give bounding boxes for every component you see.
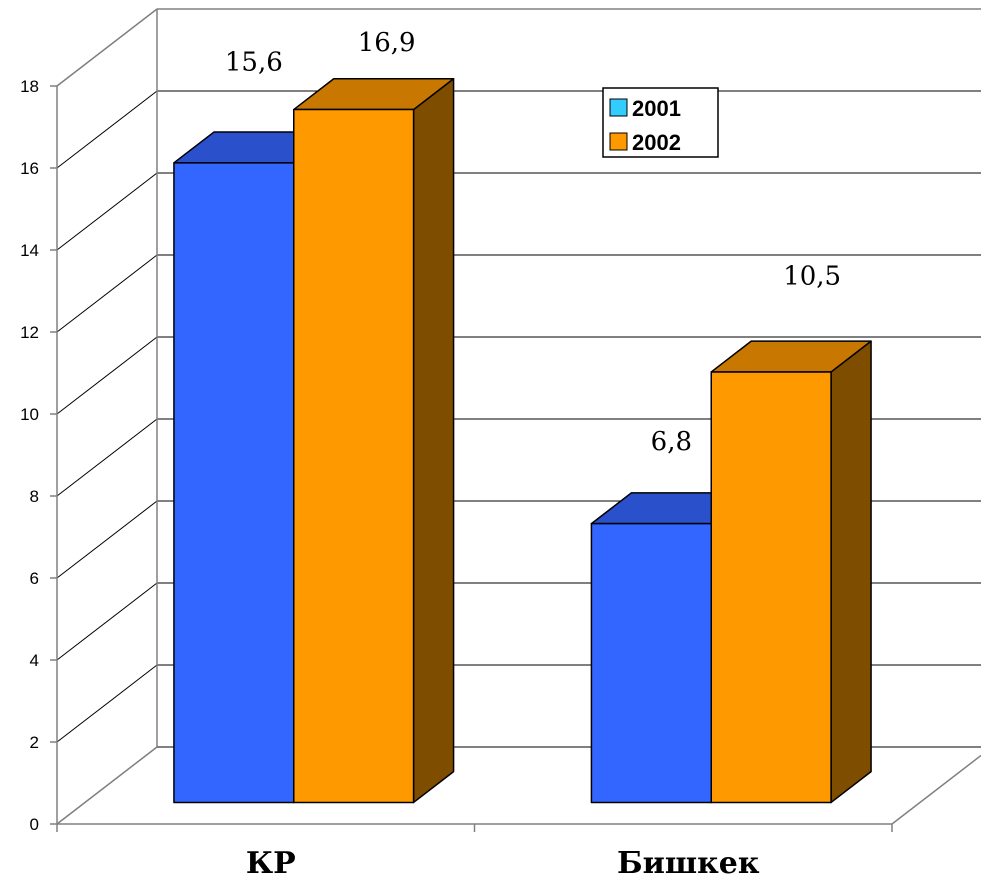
data-label: 16,9 [358, 28, 416, 58]
y-tick-label: 12 [20, 323, 39, 342]
legend-label: 2001 [632, 96, 681, 121]
bar-front-face [173, 162, 295, 804]
y-axis: 0 2 4 6 8 10 12 14 16 18 [20, 77, 57, 834]
legend-entry-series-1: 2001 [609, 96, 681, 121]
legend-swatch [609, 132, 628, 151]
floor-right-edge [891, 754, 981, 825]
category-label: Бишкек [617, 846, 760, 880]
bar-side-face [830, 340, 872, 804]
floor-left-edge [56, 746, 158, 825]
data-labels: 15,6 16,9 6,8 10,5 [225, 28, 841, 457]
data-label: 15,6 [225, 47, 283, 77]
y-tick-label: 4 [30, 651, 39, 670]
y-tick-label: 6 [30, 569, 39, 588]
side-wall-gridline [56, 418, 158, 497]
legend-swatch [609, 98, 628, 117]
side-wall-gridline [56, 500, 158, 579]
y-tick-label: 18 [20, 77, 39, 96]
side-wall-top-edge [56, 8, 158, 87]
bar-side-face [412, 77, 455, 804]
bar-2002-category-2 [710, 340, 872, 804]
side-wall [57, 9, 157, 824]
side-wall-gridline [56, 664, 158, 743]
y-tick-label: 16 [20, 159, 39, 178]
x-axis: КР Бишкек [56, 824, 893, 880]
legend: 2001 2002 [602, 87, 719, 158]
y-tick-label: 10 [20, 405, 39, 424]
y-tick-label: 0 [30, 815, 39, 834]
side-wall-gridline [56, 254, 158, 333]
bar-front-face [590, 522, 712, 804]
bar-2002-category-1 [293, 77, 455, 804]
y-tick-label: 8 [30, 487, 39, 506]
bar-front-face [710, 371, 832, 804]
legend-label: 2002 [632, 130, 681, 155]
legend-entry-series-2: 2002 [609, 130, 681, 155]
y-tick-label: 14 [20, 241, 39, 260]
category-label: КР [246, 846, 296, 880]
side-wall-gridline [56, 582, 158, 661]
data-label: 6,8 [651, 427, 692, 457]
side-wall-gridline [56, 172, 158, 251]
side-wall-gridline [56, 90, 158, 169]
bar-front-face [293, 108, 415, 804]
bars [173, 77, 872, 804]
y-tick-label: 2 [30, 733, 39, 752]
data-label: 10,5 [783, 262, 841, 292]
side-wall-gridline [56, 336, 158, 415]
